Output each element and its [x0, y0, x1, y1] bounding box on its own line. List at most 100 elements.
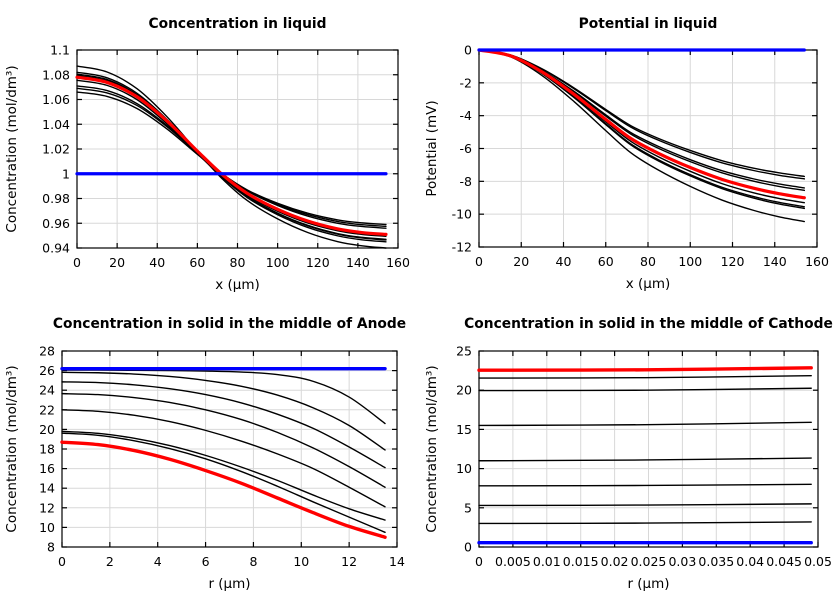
series-line [478, 49, 806, 223]
series-line [76, 79, 387, 237]
series-line [61, 371, 386, 451]
y-tick-label: 1.04 [42, 117, 70, 132]
y-tick-label: 10 [456, 461, 472, 476]
y-tick-label: 18 [39, 442, 55, 457]
series-line [60, 440, 387, 539]
y-tick-label: 5 [464, 500, 472, 515]
series-line [478, 49, 806, 208]
x-tick-label: 0.005 [495, 554, 531, 569]
x-tick-label: 100 [678, 254, 702, 269]
x-tick-label: 20 [513, 254, 529, 269]
y-tick-label: 1.06 [42, 92, 70, 107]
y-tick-label: 1.02 [42, 142, 70, 157]
y-tick-label: 20 [456, 383, 472, 398]
series-line [477, 48, 806, 200]
chart-title: Concentration in liquid [148, 16, 326, 32]
series-line [478, 49, 806, 210]
x-axis-label: r (μm) [627, 576, 669, 592]
x-tick-label: 60 [189, 255, 205, 270]
x-tick-label: 0 [58, 554, 66, 569]
x-tick-label: 4 [154, 554, 162, 569]
x-tick-label: 0.01 [533, 554, 561, 569]
y-axis-label: Concentration (mol/dm³) [4, 365, 20, 532]
series-line [478, 375, 812, 379]
x-tick-label: 12 [341, 554, 357, 569]
y-axis-label: Concentration (mol/dm³) [424, 365, 440, 532]
series-line [478, 483, 812, 487]
x-axis-label: r (μm) [208, 576, 250, 592]
y-tick-label: 1.08 [42, 67, 70, 82]
subplot-concentration-solid-anode: 0 2 4 6 8 10 12 14 8 10 12 14 16 18 20 22 24 26 28 Concentr… [0, 300, 420, 600]
x-tick-label: 160 [386, 255, 410, 270]
subplot-concentration-in-liquid: 0 20 40 60 80 100 120 140 160 0.94 0.96 0.98 1 1.02 1.… [0, 0, 420, 300]
x-tick-label: 0.04 [736, 554, 764, 569]
series-line [61, 369, 386, 425]
series-line [478, 49, 806, 189]
series-line [477, 366, 813, 372]
y-tick-label: 14 [39, 481, 55, 496]
x-tick-label: 0.015 [563, 554, 599, 569]
x-tick-label: 6 [202, 554, 210, 569]
x-axis-label: x (μm) [215, 277, 260, 293]
x-tick-label: 0.035 [698, 554, 734, 569]
x-tick-label: 0.025 [631, 554, 667, 569]
series-line [61, 430, 386, 521]
subplot-potential-in-liquid: 0 20 40 60 80 100 120 140 160 -12 -10 -8 -6 -4 -2 0 Pote… [420, 0, 840, 300]
x-tick-label: 120 [721, 254, 745, 269]
y-axis-label: Potential (mV) [424, 100, 440, 196]
x-tick-label: 0.03 [668, 554, 696, 569]
y-tick-label: 16 [39, 461, 55, 476]
series-line [478, 387, 812, 392]
y-tick-label: 10 [39, 520, 55, 535]
x-tick-label: 0 [73, 255, 81, 270]
chart-canvas: 0 20 40 60 80 100 120 140 160 -12 -10 -8 -6 -4 -2 0 Pote… [424, 16, 829, 292]
series-line [478, 49, 806, 178]
chart-title: Concentration in solid in the middle of … [53, 316, 406, 332]
chart-title: Concentration in solid in the middle of … [464, 316, 833, 332]
y-tick-label: 0.94 [42, 241, 70, 256]
chart-title: Potential in liquid [579, 16, 718, 32]
x-tick-label: 10 [293, 554, 309, 569]
x-tick-label: 0 [475, 254, 483, 269]
y-axis-label: Concentration (mol/dm³) [4, 65, 20, 232]
series-line [61, 432, 386, 533]
y-tick-label: -12 [452, 240, 472, 255]
chart-canvas: 0 20 40 60 80 100 120 140 160 0.94 0.96 0.98 1 1.02 1.… [4, 16, 410, 293]
chart-canvas: 0 2 4 6 8 10 12 14810121416182022242628Concentr… [4, 316, 406, 592]
y-tick-label: 0.98 [42, 191, 70, 206]
x-tick-label: 20 [109, 255, 125, 270]
y-tick-label: 0 [464, 540, 472, 555]
y-tick-label: 12 [39, 500, 55, 515]
y-tick-label: -10 [452, 207, 472, 222]
series-line [478, 49, 806, 180]
y-tick-label: 1 [62, 166, 70, 181]
y-tick-label: 22 [39, 402, 55, 417]
x-tick-label: 0.02 [601, 554, 629, 569]
x-tick-label: 2 [106, 554, 114, 569]
y-tick-label: -8 [460, 174, 473, 189]
y-tick-label: 1.1 [50, 43, 70, 58]
x-tick-label: 0.045 [766, 554, 802, 569]
series-line [75, 75, 388, 236]
x-tick-label: 100 [266, 255, 290, 270]
x-tick-label: 80 [230, 255, 246, 270]
series-line [76, 71, 387, 243]
series-line [76, 85, 387, 229]
x-tick-label: 0.05 [804, 554, 832, 569]
y-tick-label: 20 [39, 422, 55, 437]
y-tick-label: 26 [39, 363, 55, 378]
y-tick-label: -6 [460, 141, 473, 156]
y-tick-label: 25 [456, 344, 472, 359]
x-tick-label: 160 [805, 254, 829, 269]
x-tick-label: 140 [346, 255, 370, 270]
series-line [61, 392, 386, 488]
x-tick-label: 120 [306, 255, 330, 270]
y-tick-label: 15 [456, 422, 472, 437]
x-tick-label: 40 [149, 255, 165, 270]
series-line [76, 65, 387, 249]
x-tick-label: 60 [598, 254, 614, 269]
x-tick-label: 140 [763, 254, 787, 269]
series-line [61, 381, 386, 469]
x-tick-label: 8 [249, 554, 257, 569]
